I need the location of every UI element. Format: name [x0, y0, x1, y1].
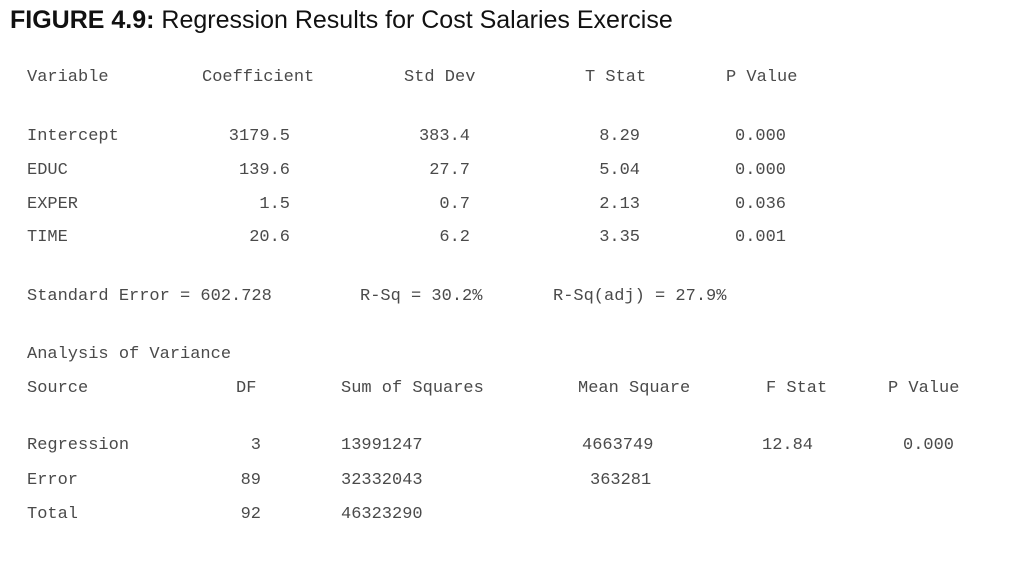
std-dev-value: 27.7 — [429, 161, 470, 180]
anova-header-source: Source — [27, 379, 89, 398]
header-variable: Variable — [27, 68, 109, 87]
anova-mean-square: 4663749 — [582, 436, 654, 455]
anova-p-value: 0.000 — [903, 436, 955, 455]
p-value: 0.000 — [735, 161, 787, 180]
anova-header-p-value: P Value — [888, 379, 960, 398]
t-stat-value: 2.13 — [599, 195, 640, 214]
p-value: 0.001 — [735, 228, 787, 247]
anova-sum-of-squares: 32332043 — [341, 471, 423, 490]
anova-df: 3 — [250, 436, 261, 455]
variable-name: TIME — [27, 228, 68, 247]
header-coefficient: Coefficient — [202, 68, 315, 87]
anova-header-df: DF — [236, 379, 257, 398]
anova-header-mean-square: Mean Square — [578, 379, 691, 398]
header-t-stat: T Stat — [585, 68, 647, 87]
anova-header-f-stat: F Stat — [766, 379, 828, 398]
std-dev-value: 383.4 — [418, 127, 470, 146]
anova-df: 89 — [240, 471, 261, 490]
p-value: 0.000 — [735, 127, 787, 146]
r-sq-stat: R-Sq = 30.2% — [360, 287, 483, 306]
header-p-value: P Value — [726, 68, 798, 87]
coefficient-value: 139.6 — [238, 161, 290, 180]
figure-title: FIGURE 4.9: Regression Results for Cost … — [10, 6, 673, 35]
coefficient-value: 3179.5 — [228, 127, 290, 146]
variable-name: Intercept — [27, 127, 119, 146]
variable-name: EDUC — [27, 161, 68, 180]
t-stat-value: 3.35 — [599, 228, 640, 247]
coefficient-value: 20.6 — [249, 228, 290, 247]
anova-sum-of-squares: 13991247 — [341, 436, 423, 455]
standard-error-stat: Standard Error = 602.728 — [27, 287, 272, 306]
anova-mean-square: 363281 — [590, 471, 652, 490]
anova-df: 92 — [240, 505, 261, 524]
t-stat-value: 8.29 — [599, 127, 640, 146]
variable-name: EXPER — [27, 195, 79, 214]
figure-label: FIGURE 4.9: — [10, 6, 155, 34]
anova-f-stat: 12.84 — [762, 436, 814, 455]
anova-sum-of-squares: 46323290 — [341, 505, 423, 524]
anova-source: Total — [27, 505, 79, 524]
anova-header-sum-of-squares: Sum of Squares — [341, 379, 484, 398]
p-value: 0.036 — [735, 195, 787, 214]
anova-source: Error — [27, 471, 79, 490]
header-std-dev: Std Dev — [404, 68, 476, 87]
figure-caption: Regression Results for Cost Salaries Exe… — [154, 6, 673, 34]
coefficient-value: 1.5 — [259, 195, 290, 214]
anova-source: Regression — [27, 436, 130, 455]
std-dev-value: 0.7 — [439, 195, 470, 214]
std-dev-value: 6.2 — [439, 228, 470, 247]
r-sq-adj-stat: R-Sq(adj) = 27.9% — [553, 287, 727, 306]
anova-heading: Analysis of Variance — [27, 345, 232, 364]
t-stat-value: 5.04 — [599, 161, 640, 180]
